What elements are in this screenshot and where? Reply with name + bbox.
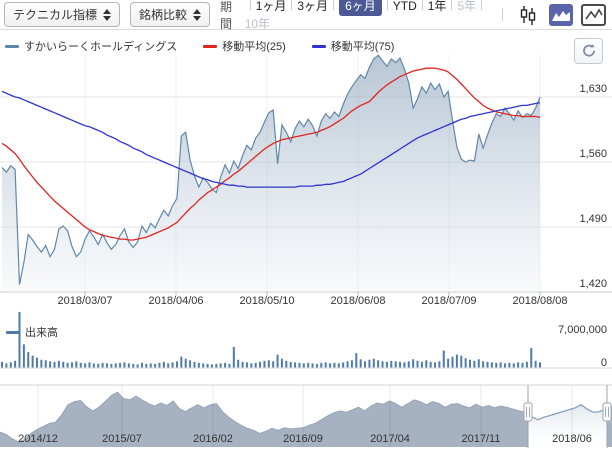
navigator-handle-right[interactable]	[602, 402, 612, 422]
price-area-fill	[2, 55, 540, 293]
technical-indicator-label: テクニカル指標	[13, 8, 98, 22]
period-button-3ヶ月[interactable]: 3ヶ月	[297, 0, 329, 13]
date-tick-label: 2018/07/09	[421, 295, 477, 307]
volume-tick-label: 0	[600, 357, 607, 369]
toolbar: テクニカル指標 銘柄比較 期間 1ヶ月 3ヶ月 6ヶ月 YTD 1年 5年 10年	[0, 0, 612, 33]
volume-legend-label: 出来高	[25, 327, 58, 339]
navigator-tick-label: 2018/06	[552, 433, 592, 445]
legend-marker	[5, 44, 19, 48]
ma25-line	[1, 67, 541, 241]
period-button-10年: 10年	[244, 16, 271, 31]
navigator-tick-label: 2017/04	[370, 433, 410, 445]
main-legend: すかいらーくホールディングス 移動平均(25) 移動平均(75)	[5, 38, 394, 54]
updown-arrows-icon	[193, 8, 202, 21]
navigator-tick-label: 2014/12	[18, 433, 58, 445]
date-tick-label: 2018/08/08	[512, 295, 568, 307]
legend-label: 移動平均(75)	[330, 41, 395, 53]
navigator-handle-left[interactable]	[523, 402, 533, 422]
navigator-tick-label: 2015/07	[102, 433, 142, 445]
price-line	[1, 54, 541, 285]
period-and-charttype-group: 期間 1ヶ月 3ヶ月 6ヶ月 YTD 1年 5年 10年	[220, 0, 606, 33]
volume-legend-marker	[6, 330, 20, 334]
volume-tick-label: 7,000,000	[558, 324, 607, 336]
volume-legend[interactable]: 出来高	[6, 324, 58, 340]
legend-item-0[interactable]: すかいらーくホールディングス	[5, 38, 177, 54]
navigator-tick-label: 2017/11	[461, 433, 501, 445]
price-tick-label: 1,420	[579, 278, 607, 290]
date-tick-label: 2018/04/06	[148, 295, 204, 307]
line-chart-icon[interactable]	[581, 3, 606, 26]
legend-item-2[interactable]: 移動平均(75)	[311, 38, 395, 54]
technical-indicator-select[interactable]: テクニカル指標	[4, 2, 121, 27]
period-button-5年: 5年	[457, 0, 477, 13]
candlestick-icon[interactable]	[516, 4, 541, 26]
legend-label: すかいらーくホールディングス	[24, 41, 178, 53]
legend-marker	[311, 44, 326, 48]
price-tick-label: 1,490	[579, 213, 607, 225]
navigator-area	[0, 392, 612, 447]
period-button-1ヶ月[interactable]: 1ヶ月	[255, 0, 287, 13]
date-tick-label: 2018/06/08	[330, 295, 386, 307]
date-tick-label: 2018/05/10	[239, 295, 295, 307]
refresh-icon	[582, 44, 595, 57]
period-button-1年[interactable]: 1年	[427, 0, 447, 13]
area-chart-icon[interactable]	[548, 3, 574, 26]
period-button-YTD[interactable]: YTD	[392, 0, 417, 13]
legend-item-1[interactable]: 移動平均(25)	[203, 38, 286, 54]
period-group-label: 期間	[220, 0, 233, 31]
period-button-6ヶ月[interactable]: 6ヶ月	[339, 0, 382, 16]
legend-marker	[203, 44, 218, 48]
symbol-compare-select[interactable]: 銘柄比較	[130, 2, 211, 27]
date-tick-label: 2018/03/07	[57, 295, 113, 307]
symbol-compare-label: 銘柄比較	[139, 8, 188, 22]
period-buttons: 1ヶ月 3ヶ月 6ヶ月 YTD 1年 5年 10年	[245, 0, 498, 33]
ma75-line	[1, 90, 541, 188]
price-tick-label: 1,630	[579, 83, 607, 95]
price-tick-label: 1,560	[579, 148, 607, 160]
navigator-tick-label: 2016/09	[283, 433, 323, 445]
legend-label: 移動平均(25)	[222, 41, 286, 53]
navigator-tick-label: 2016/02	[193, 433, 233, 445]
refresh-button[interactable]	[574, 38, 603, 64]
updown-arrows-icon	[103, 8, 112, 21]
